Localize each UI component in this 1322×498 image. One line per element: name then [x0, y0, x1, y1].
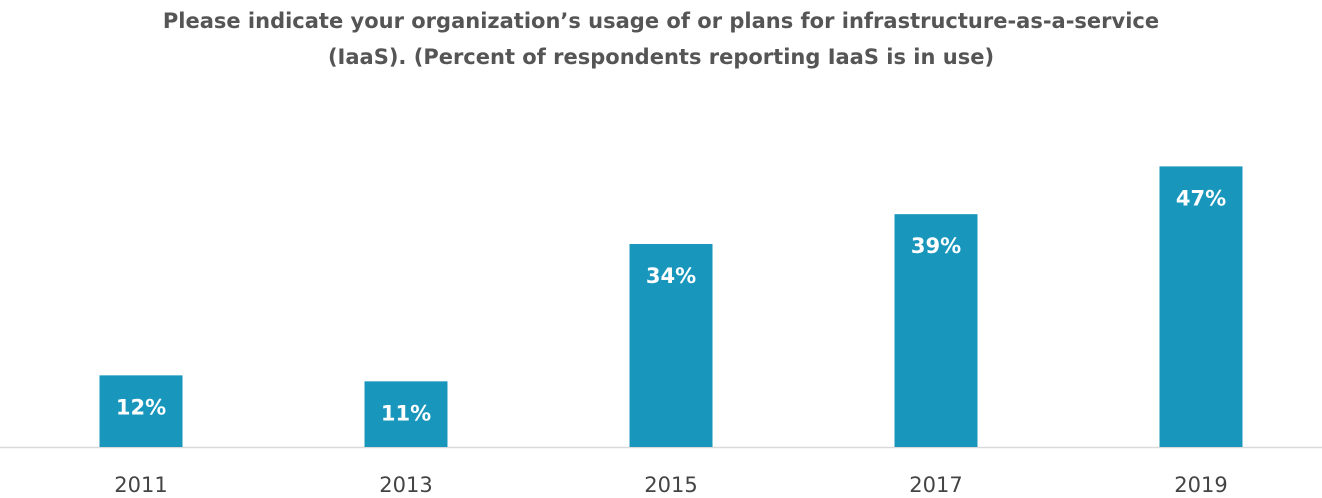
value-label: 11%	[381, 401, 431, 425]
x-tick-label: 2017	[909, 473, 962, 497]
x-tick-label: 2019	[1174, 473, 1227, 497]
value-label: 39%	[911, 234, 961, 258]
x-tick-label: 2013	[379, 473, 432, 497]
bar	[1159, 166, 1243, 447]
bar	[629, 244, 713, 447]
value-label: 34%	[646, 264, 696, 288]
value-label: 12%	[116, 395, 166, 419]
chart-title: Please indicate your organization’s usag…	[163, 9, 1159, 33]
bar	[894, 214, 978, 447]
value-label: 47%	[1176, 186, 1226, 210]
chart-title: (IaaS). (Percent of respondents reportin…	[328, 45, 994, 69]
bar	[99, 375, 183, 447]
x-tick-label: 2011	[114, 473, 167, 497]
bar	[364, 381, 448, 447]
x-tick-label: 2015	[644, 473, 697, 497]
